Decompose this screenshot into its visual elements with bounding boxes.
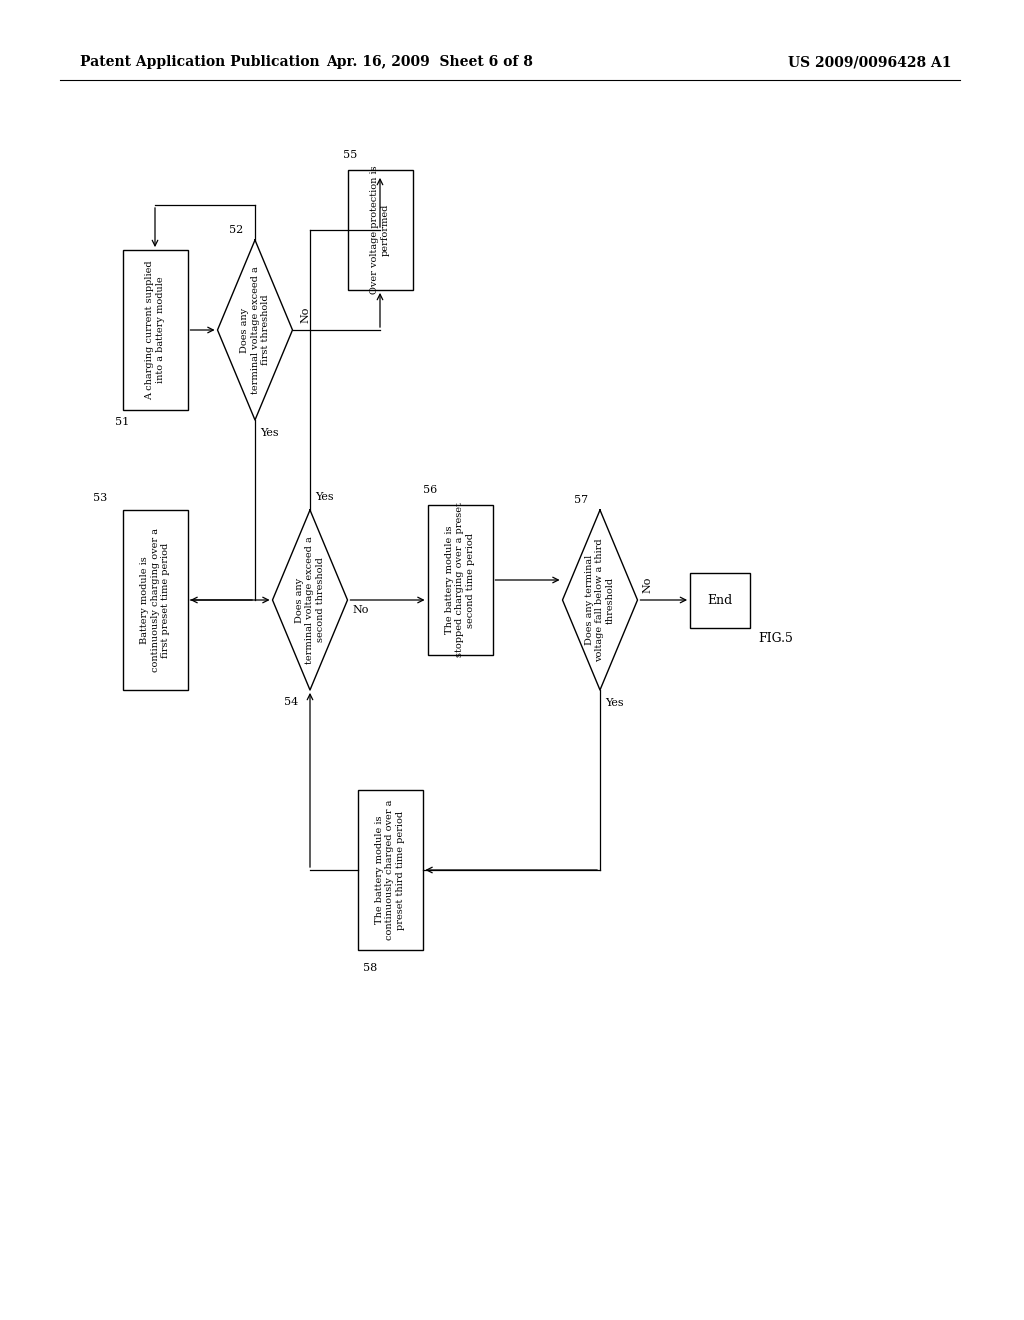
Text: 57: 57 (573, 495, 588, 506)
Text: No: No (642, 577, 652, 593)
Bar (690, 573, 750, 627)
Text: A charging current supplied
into a battery module: A charging current supplied into a batte… (145, 260, 165, 400)
Text: Yes: Yes (605, 698, 624, 708)
Text: No: No (300, 306, 310, 323)
Text: 52: 52 (228, 224, 243, 235)
Text: Does any
terminal voltage exceed a
second threshold: Does any terminal voltage exceed a secon… (295, 536, 325, 664)
Text: 56: 56 (423, 484, 437, 495)
Text: No: No (352, 605, 369, 615)
Text: End: End (708, 594, 732, 606)
Text: US 2009/0096428 A1: US 2009/0096428 A1 (788, 55, 951, 69)
Bar (123, 510, 187, 690)
Bar (123, 249, 187, 411)
Bar (427, 506, 493, 655)
Text: Yes: Yes (260, 428, 279, 438)
Text: 58: 58 (362, 964, 377, 973)
Text: FIG.5: FIG.5 (758, 632, 793, 645)
Text: 55: 55 (342, 150, 356, 160)
Text: Patent Application Publication: Patent Application Publication (80, 55, 319, 69)
Text: Yes: Yes (315, 492, 334, 502)
Text: The battery module is
stopped charging over a preset
second time period: The battery module is stopped charging o… (445, 503, 475, 657)
Text: Over voltage protection is
performed: Over voltage protection is performed (371, 166, 390, 294)
Text: Apr. 16, 2009  Sheet 6 of 8: Apr. 16, 2009 Sheet 6 of 8 (327, 55, 534, 69)
Text: 53: 53 (93, 492, 108, 503)
Text: The battery module is
continuously charged over a
preset third time period: The battery module is continuously charg… (375, 800, 404, 940)
Bar (347, 170, 413, 290)
Bar (357, 789, 423, 950)
Text: Does any terminal
voltage fall below a third
threshold: Does any terminal voltage fall below a t… (585, 539, 614, 661)
Text: 54: 54 (284, 697, 298, 708)
Text: 51: 51 (115, 417, 129, 426)
Text: Does any
terminal voltage exceed a
first threshold: Does any terminal voltage exceed a first… (240, 267, 270, 393)
Text: Battery module is
continuously charging over a
first preset time period: Battery module is continuously charging … (140, 528, 170, 672)
